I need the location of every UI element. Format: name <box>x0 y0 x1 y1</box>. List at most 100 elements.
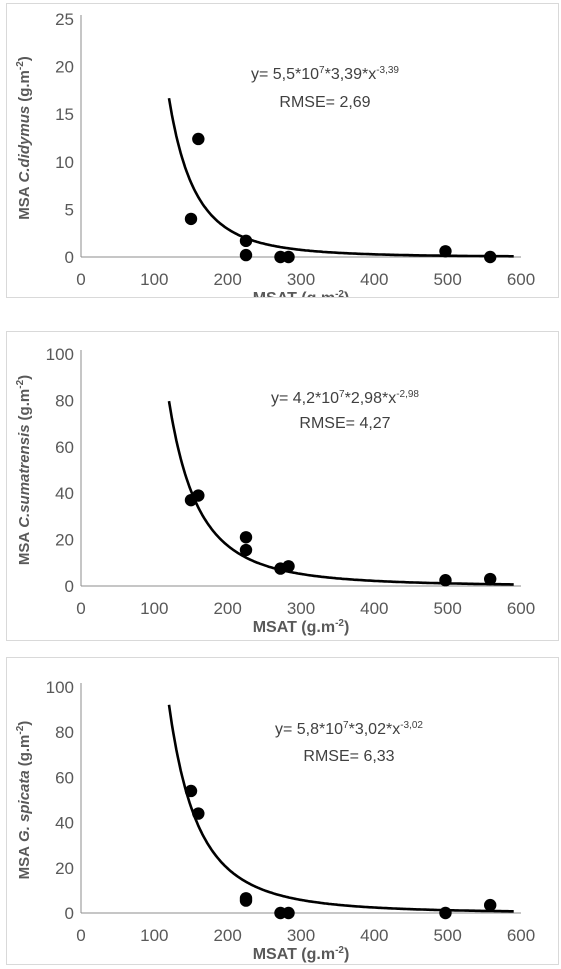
equation-part: y= 5,5*10 <box>251 66 319 83</box>
y-axis-label-text: MSA <box>16 532 33 566</box>
data-point-2 <box>192 132 205 146</box>
x-tick-label: 200 <box>213 926 241 945</box>
y-tick-label: 100 <box>46 345 74 364</box>
y-axis-label-text: MSA <box>16 846 33 880</box>
equation-exponent: -3,02 <box>400 720 423 731</box>
fit-curve <box>167 400 514 586</box>
chart-c-didymus: 0 5 10 15 20 25 0 100 200 300 400 500 600 y= 5,5*107*… <box>15 10 535 307</box>
y-axis-label-text: (g.m <box>16 70 33 102</box>
data-point-2 <box>192 489 205 502</box>
y-axis-label-text: ) <box>16 56 33 61</box>
chart-c-sumatrensis: 0 20 40 60 80 100 0 100 200 300 400 500 600 y= 4,2*10… <box>15 345 535 636</box>
y-tick-label: 25 <box>55 10 74 29</box>
y-tick-label: 0 <box>65 577 74 596</box>
data-point-6 <box>282 906 295 920</box>
rmse-label: RMSE= 6,33 <box>303 748 394 765</box>
data-point-7 <box>439 245 452 258</box>
y-tick-label: 60 <box>55 438 74 457</box>
x-tick-label: 400 <box>360 270 388 289</box>
x-tick-label: 600 <box>507 270 535 289</box>
y-axis-label-text: ) <box>16 375 33 380</box>
data-point-7 <box>439 574 452 587</box>
x-tick-label: 500 <box>433 270 461 289</box>
equation-part: y= 5,8*10 <box>275 721 343 738</box>
x-tick-label: 300 <box>287 270 315 289</box>
x-tick-label: 300 <box>287 599 315 618</box>
x-axis-label-text: MSAT (g.m <box>253 619 335 636</box>
chart-panel-c-didymus: 0 5 10 15 20 25 0 100 200 300 400 500 600 y= 5,5*107*… <box>6 3 559 307</box>
fit-curve <box>167 704 514 913</box>
equation-part: *3,39*x <box>325 66 377 83</box>
y-tick-label: 20 <box>55 531 74 550</box>
x-tick-label: 400 <box>360 926 388 945</box>
chart-panel-g-spicata: 0 20 40 60 80 100 0 100 200 300 400 500 600 y= 5,8*10… <box>6 657 559 965</box>
y-tick-label: 10 <box>55 153 74 172</box>
data-point-8 <box>484 572 497 586</box>
x-tick-label: 200 <box>213 599 241 618</box>
chart-g-spicata: 0 20 40 60 80 100 0 100 200 300 400 500 600 y= 5,8*10… <box>15 678 535 963</box>
x-tick-label: 0 <box>76 270 85 289</box>
equation-exponent: 7 <box>339 389 345 400</box>
y-tick-label: 0 <box>65 248 74 267</box>
x-axis-label-text: ) <box>344 290 349 297</box>
y-tick-label: 40 <box>55 484 74 503</box>
data-point-4 <box>239 248 253 262</box>
y-tick-label: 80 <box>55 391 74 410</box>
x-axis-label-text: ) <box>344 619 349 636</box>
y-axis-label-exponent: -2 <box>15 379 26 388</box>
data-point-4 <box>239 894 253 907</box>
y-axis-label: MSA C.sumatrensis (g.m-2) <box>15 375 33 565</box>
data-point-7 <box>439 906 452 920</box>
y-tick-label: 60 <box>55 768 74 787</box>
data-point-6 <box>282 560 295 573</box>
x-tick-label: 0 <box>76 926 85 945</box>
equation-part: y= 4,2*10 <box>271 390 339 407</box>
y-axis-label: MSA G. spicata (g.m-2) <box>15 721 33 880</box>
x-tick-label: 500 <box>433 926 461 945</box>
y-axis-label-text: (g.m <box>16 389 33 421</box>
x-axis-label-text: MSAT (g.m <box>253 946 335 963</box>
x-tick-label: 0 <box>76 599 85 618</box>
y-tick-label: 100 <box>46 678 74 697</box>
data-point-1 <box>184 784 198 798</box>
y-axis-label-species: C.sumatrensis <box>16 424 33 527</box>
equation-exponent: -3,39 <box>376 65 399 76</box>
equation-exponent: 7 <box>319 65 325 76</box>
x-tick-label: 500 <box>433 599 461 618</box>
x-tick-label: 100 <box>140 599 168 618</box>
y-tick-label: 5 <box>65 200 74 219</box>
data-point-8 <box>484 250 497 264</box>
data-point-2 <box>192 807 205 820</box>
y-axis-label-text: MSA <box>16 186 33 220</box>
equation-exponent: -2,98 <box>396 389 419 400</box>
data-point-1 <box>184 212 198 226</box>
y-tick-label: 80 <box>55 723 74 742</box>
chart-panel-c-sumatrensis: 0 20 40 60 80 100 0 100 200 300 400 500 600 y= 4,2*10… <box>6 331 559 641</box>
x-tick-label: 600 <box>507 599 535 618</box>
y-axis-label-text: ) <box>16 721 33 726</box>
equation-label: y= 5,5*107*3,39*x-3,39 <box>251 65 399 83</box>
y-axis-label: MSA C.didymus (g.m-2) <box>15 56 33 220</box>
y-tick-label: 20 <box>55 58 74 77</box>
y-axis-label-text: (g.m <box>16 735 33 767</box>
x-tick-label: 600 <box>507 926 535 945</box>
y-tick-label: 15 <box>55 105 74 124</box>
x-axis-label-exponent: -2 <box>335 945 344 956</box>
x-tick-label: 100 <box>140 926 168 945</box>
data-point-3 <box>239 234 253 248</box>
x-axis-label: MSAT (g.m-2) <box>253 289 350 297</box>
x-axis-label-text: ) <box>344 946 349 963</box>
equation-part: *2,98*x <box>345 390 397 407</box>
x-tick-label: 300 <box>287 926 315 945</box>
x-axis-label-exponent: -2 <box>335 289 344 297</box>
x-axis-label-text: MSAT (g.m <box>253 290 335 297</box>
rmse-label: RMSE= 2,69 <box>279 94 370 111</box>
x-tick-label: 100 <box>140 270 168 289</box>
y-tick-label: 40 <box>55 814 74 833</box>
data-point-3 <box>239 531 253 544</box>
data-point-4 <box>239 543 253 557</box>
y-axis-label-species: G. spicata <box>16 770 33 842</box>
equation-label: y= 5,8*107*3,02*x-3,02 <box>275 720 423 738</box>
equation-label: y= 4,2*107*2,98*x-2,98 <box>271 389 419 407</box>
y-axis-label-exponent: -2 <box>15 61 26 70</box>
